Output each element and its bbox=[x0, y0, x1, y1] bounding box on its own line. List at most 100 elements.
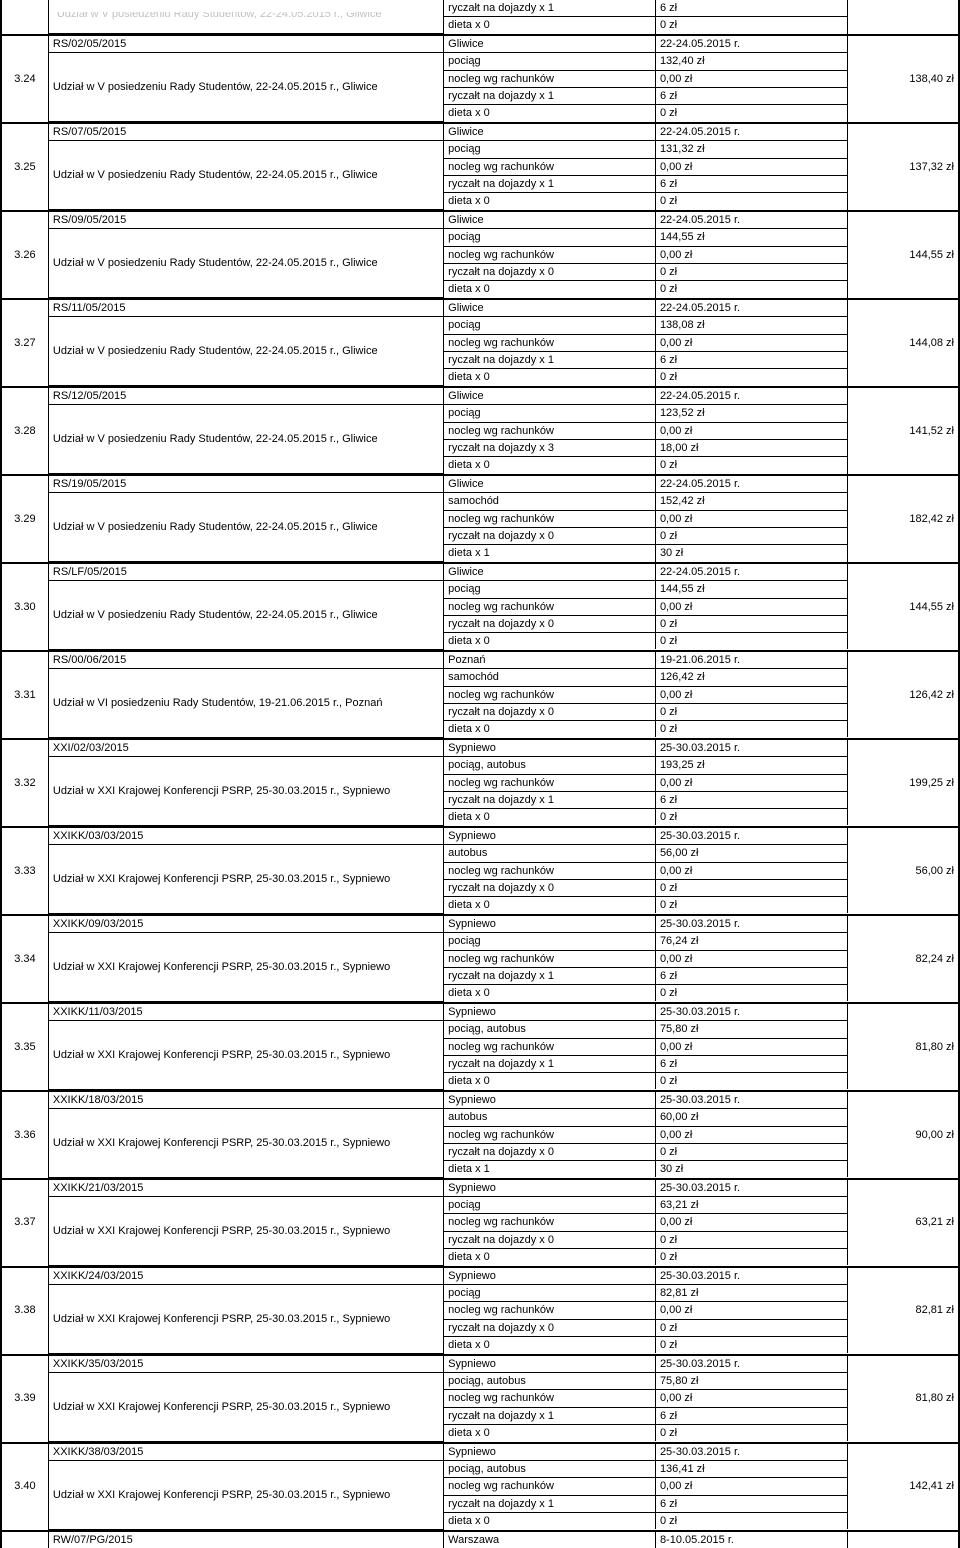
line-item: pociąg, autobus bbox=[444, 1373, 656, 1390]
row-id: 3.34 bbox=[2, 916, 48, 1001]
line-value: 6 zł bbox=[655, 791, 847, 808]
line-value: 0,00 zł bbox=[655, 1214, 847, 1231]
line-item: dieta x 0 bbox=[444, 457, 656, 474]
row-desc: Udział w V posiedzeniu Rady Studentów, 2… bbox=[48, 317, 443, 386]
line-item: pociąg bbox=[444, 1197, 656, 1214]
line-item: pociąg, autobus bbox=[444, 1461, 656, 1478]
line-value: 152,42 zł bbox=[655, 493, 847, 510]
row-ref: RS/12/05/2015 bbox=[48, 388, 443, 405]
row-ref: RS/09/05/2015 bbox=[48, 212, 443, 229]
line-item: pociąg bbox=[444, 141, 656, 158]
line-item: dieta x 0 bbox=[444, 1513, 656, 1530]
line-value: 132,40 zł bbox=[655, 53, 847, 70]
table-row: 3.29 RS/19/05/2015 Gliwice 22-24.05.2015… bbox=[2, 476, 958, 493]
table-row: 3.26 RS/09/05/2015 Gliwice 22-24.05.2015… bbox=[2, 212, 958, 229]
table-row: Udział w V posiedzeniu Rady Studentów, 2… bbox=[2, 141, 958, 158]
row-place: Gliwice bbox=[444, 300, 656, 317]
row-dates: 25-30.03.2015 r. bbox=[655, 1180, 847, 1197]
line-value: 0,00 zł bbox=[655, 686, 847, 703]
line-value: 126,42 zł bbox=[655, 669, 847, 686]
line-item: ryczałt na dojazdy x 0 bbox=[444, 703, 656, 720]
row-desc: Udział w V posiedzeniu Rady Studentów, 2… bbox=[48, 493, 443, 562]
line-value: 0 zł bbox=[655, 897, 847, 914]
row-dates: 22-24.05.2015 r. bbox=[655, 124, 847, 141]
line-item: ryczałt na dojazdy x 1 bbox=[444, 791, 656, 808]
row-ref: RS/19/05/2015 bbox=[48, 476, 443, 493]
row-ref: XXIKK/21/03/2015 bbox=[48, 1180, 443, 1197]
row-place: Sypniewo bbox=[444, 740, 656, 757]
row-dates: 22-24.05.2015 r. bbox=[655, 388, 847, 405]
row-place: Sypniewo bbox=[444, 1180, 656, 1197]
line-value: 75,80 zł bbox=[655, 1373, 847, 1390]
line-value: 0 zł bbox=[655, 1143, 847, 1160]
row-total: 144,55 zł bbox=[847, 564, 958, 649]
row-desc: Udział w XXI Krajowej Konferencji PSRP, … bbox=[48, 933, 443, 1002]
row-place: Gliwice bbox=[444, 36, 656, 53]
row-total: 82,81 zł bbox=[847, 1268, 958, 1353]
row-total: 144,08 zł bbox=[847, 300, 958, 385]
row-desc: Udział w VI posiedzeniu Rady Studentów, … bbox=[48, 669, 443, 738]
row-desc: Udział w XXI Krajowej Konferencji PSRP, … bbox=[48, 1373, 443, 1442]
line-item: pociąg bbox=[444, 229, 656, 246]
line-item: autobus bbox=[444, 1109, 656, 1126]
row-id: 3.24 bbox=[2, 36, 48, 121]
table-row: 3.33 XXIKK/03/03/2015 Sypniewo 25-30.03.… bbox=[2, 828, 958, 845]
row-total: 142,41 zł bbox=[847, 1444, 958, 1529]
table-row: Udział w XXI Krajowej Konferencji PSRP, … bbox=[2, 1197, 958, 1214]
line-item: ryczałt na dojazdy x 0 bbox=[444, 615, 656, 632]
line-item: dieta x 0 bbox=[444, 721, 656, 738]
table-row: Udział w V posiedzeniu Rady Studentów, 2… bbox=[2, 581, 958, 598]
line-value: 6 zł bbox=[655, 175, 847, 192]
line-value: 0 zł bbox=[655, 457, 847, 474]
table-row: Udział w V posiedzeniu Rady Studentów, 2… bbox=[2, 0, 958, 17]
row-dates: 25-30.03.2015 r. bbox=[655, 1092, 847, 1109]
line-item: pociąg bbox=[444, 581, 656, 598]
row-ref: XXIKK/18/03/2015 bbox=[48, 1092, 443, 1109]
table-row: Udział w XXI Krajowej Konferencji PSRP, … bbox=[2, 1109, 958, 1126]
row-place: Gliwice bbox=[444, 124, 656, 141]
table-row: 3.30 RS/LF/05/2015 Gliwice 22-24.05.2015… bbox=[2, 564, 958, 581]
line-value: 0 zł bbox=[655, 1513, 847, 1530]
row-dates: 8-10.05.2015 r. bbox=[655, 1532, 847, 1548]
line-value: 6 zł bbox=[655, 351, 847, 368]
line-item: ryczałt na dojazdy x 0 bbox=[444, 1231, 656, 1248]
table-row: 3.35 XXIKK/11/03/2015 Sypniewo 25-30.03.… bbox=[2, 1004, 958, 1021]
row-total: 138,40 zł bbox=[847, 36, 958, 121]
line-item: ryczałt na dojazdy x 1 bbox=[444, 351, 656, 368]
row-place: Gliwice bbox=[444, 388, 656, 405]
line-item: ryczałt na dojazdy x 0 bbox=[444, 263, 656, 280]
line-item: nocleg wg rachunków bbox=[444, 862, 656, 879]
line-item: ryczałt na dojazdy x 0 bbox=[444, 527, 656, 544]
line-item: dieta x 0 bbox=[444, 1425, 656, 1442]
line-value: 56,00 zł bbox=[655, 845, 847, 862]
row-dates: 25-30.03.2015 r. bbox=[655, 1268, 847, 1285]
row-total bbox=[847, 0, 958, 34]
row-place: Warszawa bbox=[444, 1532, 656, 1548]
row-id bbox=[2, 1532, 48, 1548]
row-desc: Udział w V posiedzeniu Rady Studentów, 2… bbox=[48, 141, 443, 210]
line-item: dieta x 0 bbox=[444, 281, 656, 298]
row-desc: Udział w V posiedzeniu Rady Studentów, 2… bbox=[48, 0, 443, 34]
line-value: 0 zł bbox=[655, 1337, 847, 1354]
table-row: Udział w V posiedzeniu Rady Studentów, 2… bbox=[2, 405, 958, 422]
row-id: 3.37 bbox=[2, 1180, 48, 1265]
row-total: 126,42 zł bbox=[847, 652, 958, 737]
table-row: Udział w V posiedzeniu Rady Studentów, 2… bbox=[2, 229, 958, 246]
row-ref: XXI/02/03/2015 bbox=[48, 740, 443, 757]
line-value: 0 zł bbox=[655, 615, 847, 632]
line-item: dieta x 0 bbox=[444, 1073, 656, 1090]
line-item: dieta x 0 bbox=[444, 985, 656, 1002]
row-dates: 22-24.05.2015 r. bbox=[655, 300, 847, 317]
row-place: Sypniewo bbox=[444, 1268, 656, 1285]
row-id: 3.28 bbox=[2, 388, 48, 473]
line-value: 0 zł bbox=[655, 721, 847, 738]
line-value: 0,00 zł bbox=[655, 1478, 847, 1495]
row-dates: 25-30.03.2015 r. bbox=[655, 828, 847, 845]
table-row: Udział w XXI Krajowej Konferencji PSRP, … bbox=[2, 933, 958, 950]
table-row: Udział w XXI Krajowej Konferencji PSRP, … bbox=[2, 1373, 958, 1390]
line-value: 144,55 zł bbox=[655, 229, 847, 246]
line-value: 0,00 zł bbox=[655, 950, 847, 967]
row-desc: Udział w XXI Krajowej Konferencji PSRP, … bbox=[48, 1285, 443, 1354]
row-total: 81,80 zł bbox=[847, 1004, 958, 1089]
line-item: nocleg wg rachunków bbox=[444, 950, 656, 967]
